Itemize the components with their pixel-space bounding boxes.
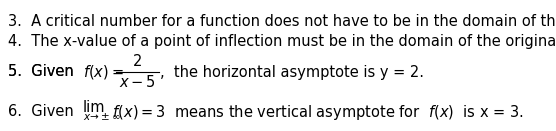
Text: 6.  Given: 6. Given xyxy=(8,105,83,119)
Text: 5.  Given: 5. Given xyxy=(8,64,83,80)
Text: 3.  A critical number for a function does not have to be in the domain of the or: 3. A critical number for a function does… xyxy=(8,14,556,29)
Text: 5.  Given: 5. Given xyxy=(8,64,83,80)
Text: 6.  Given: 6. Given xyxy=(8,105,83,119)
Text: 2: 2 xyxy=(132,54,142,70)
Text: $x-5$: $x-5$ xyxy=(118,74,156,90)
Text: 5.  Given: 5. Given xyxy=(8,64,83,80)
Text: 2: 2 xyxy=(132,54,142,70)
Text: ,  the horizontal asymptote is y = 2.: , the horizontal asymptote is y = 2. xyxy=(160,64,424,80)
Text: 4.  The x-value of a point of inflection must be in the domain of the original f: 4. The x-value of a point of inflection … xyxy=(8,34,556,49)
Text: $f(x)=$: $f(x)=$ xyxy=(83,63,123,81)
Text: f(x) =: f(x) = xyxy=(83,64,125,80)
Text: lim: lim xyxy=(83,105,106,119)
Text: $x-5$: $x-5$ xyxy=(118,74,156,90)
Text: $x\!\rightarrow\!\pm\infty$: $x\!\rightarrow\!\pm\infty$ xyxy=(83,111,121,122)
Text: $f(x)=3$  means the vertical asymptote for  $f(x)$  is x = 3.: $f(x)=3$ means the vertical asymptote fo… xyxy=(107,102,523,121)
Text: lim: lim xyxy=(83,100,106,116)
